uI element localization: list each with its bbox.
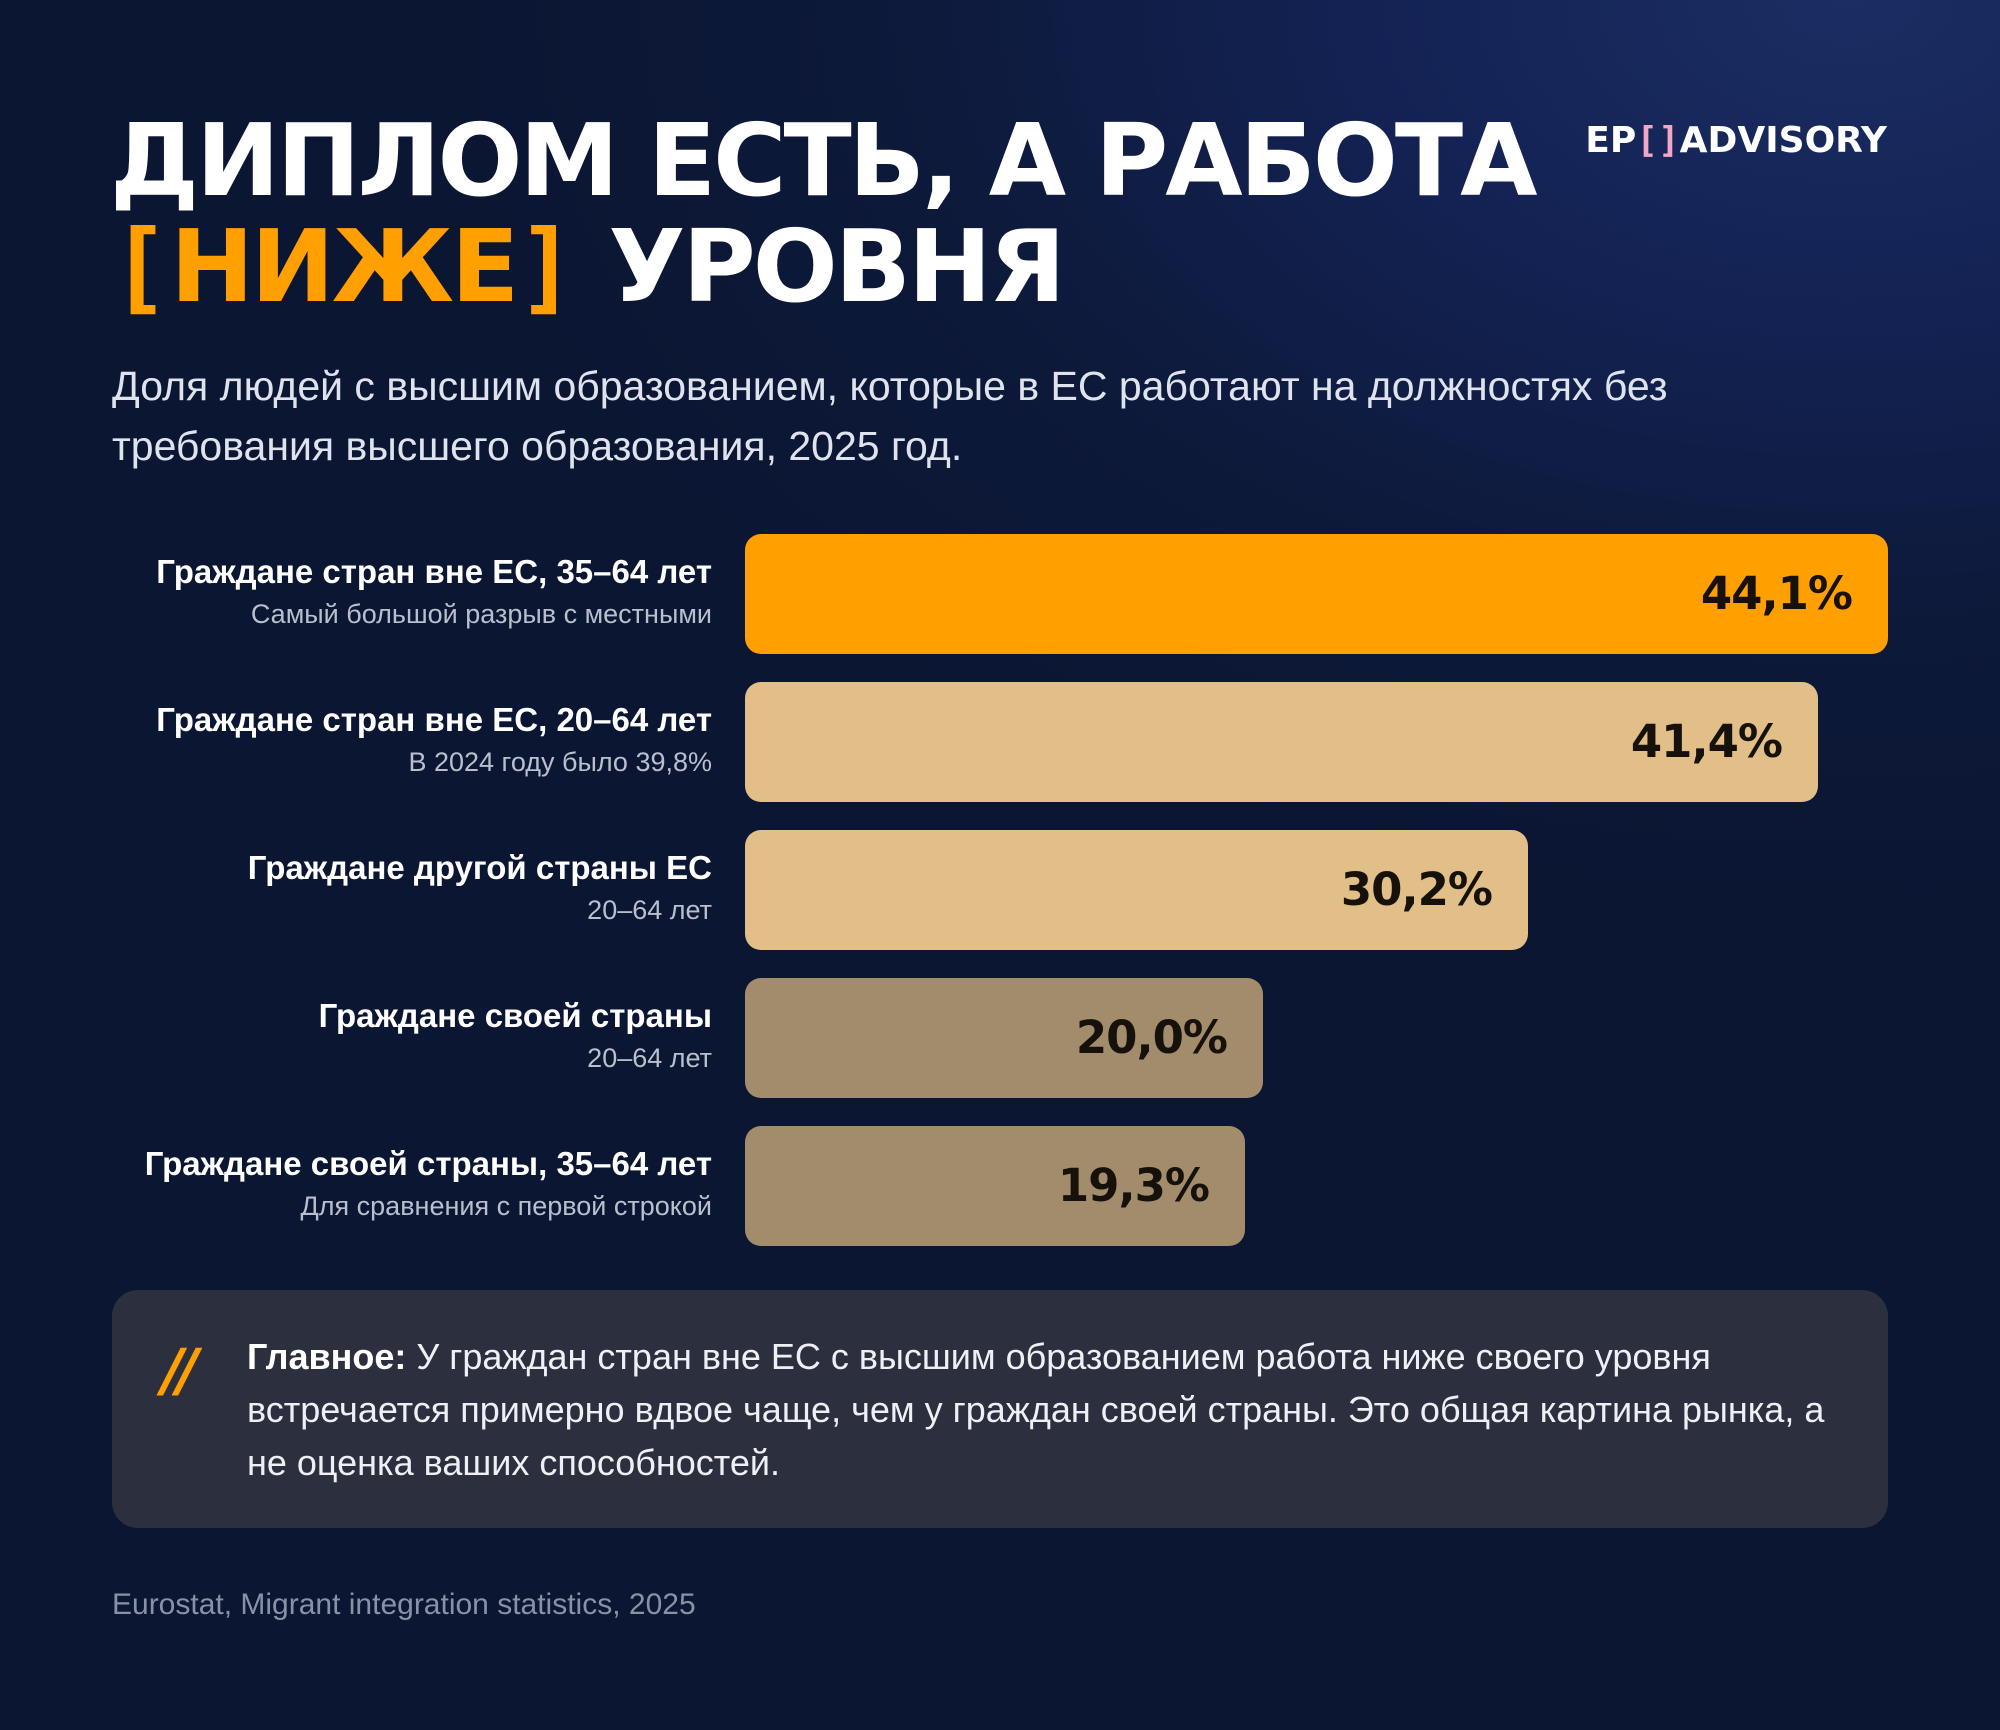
bar: 19,3%: [745, 1126, 1245, 1246]
category-note: Для сравнения с первой строкой: [300, 1191, 713, 1221]
bar: 41,4%: [745, 682, 1818, 802]
brand-logo: EP[]ADVISORY: [1585, 120, 1887, 161]
logo-right: ADVISORY: [1679, 120, 1887, 161]
bar-value-label: 44,1%: [1700, 567, 1853, 620]
row-label: Граждане стран вне ЕС, 35–64 лет Самый бо…: [72, 552, 712, 632]
key-takeaway-callout: // Главное: У граждан стран вне ЕС с выс…: [112, 1290, 1888, 1528]
double-slash-icon: //: [162, 1336, 198, 1404]
bar-value-label: 41,4%: [1630, 715, 1783, 768]
category-note: 20–64 лет: [587, 895, 712, 925]
row-label: Граждане своей страны, 35–64 лет Для срав…: [72, 1144, 712, 1224]
logo-left: EP: [1585, 120, 1637, 161]
title-bracket-open: [: [110, 208, 171, 325]
chart-row: Граждане своей страны, 35–64 лет Для срав…: [0, 1126, 2000, 1246]
bar-value-label: 20,0%: [1075, 1011, 1228, 1064]
callout-body: У граждан стран вне ЕС с высшим образова…: [247, 1336, 1825, 1483]
title-rest: УРОВНЯ: [608, 208, 1065, 325]
logo-bracket-close: ]: [1657, 120, 1680, 161]
callout-text: Главное: У граждан стран вне ЕС с высшим…: [247, 1330, 1847, 1489]
chart-row: Граждане стран вне ЕС, 20–64 лет В 2024 г…: [0, 682, 2000, 802]
title-bracket-close: ]: [516, 208, 577, 325]
row-label: Граждане другой страны ЕС 20–64 лет: [72, 848, 712, 928]
logo-bracket-open: [: [1636, 120, 1658, 161]
bar: 20,0%: [745, 978, 1263, 1098]
chart-row: Граждане стран вне ЕС, 35–64 лет Самый бо…: [0, 534, 2000, 654]
category-label: Граждане своей страны, 35–64 лет: [144, 1145, 712, 1182]
category-label: Граждане стран вне ЕС, 35–64 лет: [156, 553, 712, 590]
title-line-2: [НИЖЕ] УРОВНЯ: [110, 214, 1535, 320]
category-label: Граждане своей страны: [318, 997, 712, 1034]
source-note: Eurostat, Migrant integration statistics…: [112, 1588, 696, 1621]
category-note: 20–64 лет: [587, 1043, 712, 1073]
bar-value-label: 19,3%: [1057, 1159, 1210, 1212]
chart-row: Граждане своей страны 20–64 лет 20,0%: [0, 978, 2000, 1098]
category-note: В 2024 году было 39,8%: [408, 747, 712, 777]
title-accent: НИЖЕ: [170, 208, 519, 325]
category-label: Граждане стран вне ЕС, 20–64 лет: [156, 701, 712, 738]
bar: 44,1%: [745, 534, 1888, 654]
bar-value-label: 30,2%: [1340, 863, 1493, 916]
row-label: Граждане стран вне ЕС, 20–64 лет В 2024 г…: [72, 700, 712, 780]
category-label: Граждане другой страны ЕС: [247, 849, 712, 886]
bar-chart: Граждане стран вне ЕС, 35–64 лет Самый бо…: [0, 534, 2000, 1246]
callout-lead: Главное:: [247, 1336, 407, 1377]
bar: 30,2%: [745, 830, 1528, 950]
category-note: Самый большой разрыв с местными: [250, 599, 712, 629]
page-title: ДИПЛОМ ЕСТЬ, А РАБОТА [НИЖЕ] УРОВНЯ: [110, 102, 1537, 320]
page-subtitle: Доля людей с высшим образованием, которы…: [112, 363, 1668, 469]
chart-row: Граждане другой страны ЕС 20–64 лет 30,2%: [0, 830, 2000, 950]
title-line-1: ДИПЛОМ ЕСТЬ, А РАБОТА: [110, 102, 1537, 219]
row-label: Граждане своей страны 20–64 лет: [72, 996, 712, 1076]
